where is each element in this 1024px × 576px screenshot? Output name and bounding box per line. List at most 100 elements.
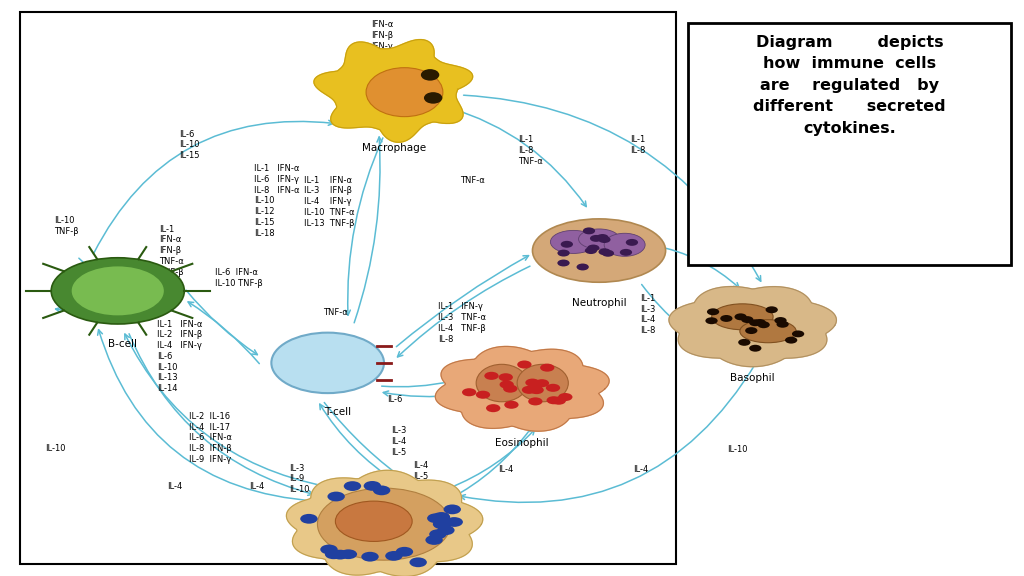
- Circle shape: [766, 306, 778, 313]
- Circle shape: [328, 491, 345, 501]
- Circle shape: [340, 550, 357, 559]
- Circle shape: [385, 551, 402, 561]
- Circle shape: [361, 552, 379, 562]
- Circle shape: [734, 313, 746, 320]
- Circle shape: [561, 241, 573, 248]
- Text: IFN-α
IFN-β
IFN-γ: IFN-α IFN-β IFN-γ: [371, 20, 393, 51]
- Text: IL-4: IL-4: [633, 465, 648, 474]
- Circle shape: [741, 316, 754, 323]
- Circle shape: [499, 373, 513, 381]
- Text: Neutrophil: Neutrophil: [571, 298, 627, 308]
- Text: IL-1
IL-8
TNF-α: IL-1 IL-8 TNF-α: [518, 135, 543, 166]
- Circle shape: [373, 486, 390, 495]
- Circle shape: [598, 248, 610, 255]
- Ellipse shape: [271, 333, 384, 393]
- Circle shape: [620, 249, 632, 256]
- Ellipse shape: [424, 92, 442, 104]
- Circle shape: [750, 345, 762, 352]
- Circle shape: [540, 363, 554, 372]
- Ellipse shape: [367, 68, 442, 117]
- Text: IL-1
IL-3
IL-4
IL-8: IL-1 IL-3 IL-4 IL-8: [640, 294, 655, 335]
- Circle shape: [522, 386, 537, 394]
- Ellipse shape: [476, 365, 527, 402]
- Text: IL-6  IFN-α
IL-10 TNF-β: IL-6 IFN-α IL-10 TNF-β: [215, 268, 263, 287]
- Circle shape: [552, 397, 566, 405]
- Ellipse shape: [604, 233, 645, 256]
- Circle shape: [754, 319, 766, 326]
- Circle shape: [435, 517, 453, 527]
- Ellipse shape: [517, 365, 568, 402]
- Text: IL-3
IL-4
IL-5: IL-3 IL-4 IL-5: [391, 426, 407, 457]
- Circle shape: [445, 517, 463, 527]
- Circle shape: [321, 544, 338, 554]
- Circle shape: [596, 234, 608, 241]
- Ellipse shape: [551, 230, 596, 253]
- Circle shape: [528, 385, 543, 393]
- Circle shape: [517, 361, 531, 369]
- Circle shape: [332, 550, 349, 559]
- Text: IL-1    IFN-α
IL-3    IFN-β
IL-4    IFN-γ
IL-10  TNF-α
IL-13  TNF-β: IL-1 IFN-α IL-3 IFN-β IL-4 IFN-γ IL-10 T…: [304, 176, 354, 228]
- Circle shape: [738, 339, 751, 346]
- Text: IL-6
IL-10
IL-15: IL-6 IL-10 IL-15: [179, 130, 200, 160]
- Circle shape: [437, 525, 455, 535]
- Circle shape: [745, 327, 758, 334]
- Circle shape: [577, 264, 589, 271]
- Ellipse shape: [532, 219, 666, 282]
- Circle shape: [433, 512, 451, 522]
- Text: IL-3
IL-9
IL-10: IL-3 IL-9 IL-10: [289, 464, 309, 494]
- Ellipse shape: [336, 501, 412, 541]
- Circle shape: [758, 321, 770, 328]
- Circle shape: [486, 404, 501, 412]
- Circle shape: [535, 379, 549, 387]
- Circle shape: [774, 317, 786, 324]
- Text: IL-4: IL-4: [498, 465, 513, 474]
- Circle shape: [590, 235, 602, 242]
- Polygon shape: [287, 471, 482, 576]
- Text: IL-4: IL-4: [167, 482, 182, 491]
- Circle shape: [500, 381, 514, 389]
- Circle shape: [720, 315, 732, 322]
- Circle shape: [602, 250, 614, 257]
- Polygon shape: [314, 40, 473, 142]
- Circle shape: [476, 391, 490, 399]
- Circle shape: [750, 319, 762, 326]
- Text: IL-10: IL-10: [45, 444, 66, 453]
- Circle shape: [427, 513, 444, 523]
- FancyBboxPatch shape: [688, 23, 1011, 265]
- Circle shape: [364, 481, 381, 491]
- Circle shape: [598, 236, 610, 243]
- Text: Macrophage: Macrophage: [362, 143, 426, 153]
- Text: T-cell: T-cell: [325, 407, 351, 416]
- FancyBboxPatch shape: [20, 12, 676, 564]
- Text: B-cell: B-cell: [109, 339, 137, 348]
- Text: Eosinophil: Eosinophil: [496, 438, 549, 448]
- Circle shape: [525, 378, 540, 386]
- Circle shape: [529, 386, 544, 394]
- Circle shape: [583, 228, 595, 234]
- Circle shape: [395, 547, 413, 556]
- Circle shape: [585, 247, 597, 254]
- Circle shape: [587, 245, 599, 252]
- Circle shape: [706, 317, 718, 324]
- Circle shape: [462, 388, 476, 396]
- Text: IL-1
IFN-α
IFN-β
TNF-α
TNF-β: IL-1 IFN-α IFN-β TNF-α TNF-β: [159, 225, 183, 276]
- Text: IL-2  IL-16
IL-4  IL-17
IL-6  IFN-α
IL-8  IFN-β
IL-9  IFN-γ: IL-2 IL-16 IL-4 IL-17 IL-6 IFN-α IL-8 IF…: [189, 412, 232, 464]
- Circle shape: [300, 514, 317, 524]
- Circle shape: [558, 393, 572, 401]
- Circle shape: [546, 384, 560, 392]
- Circle shape: [443, 505, 461, 514]
- Circle shape: [547, 396, 561, 404]
- Circle shape: [626, 239, 638, 246]
- Ellipse shape: [739, 320, 797, 343]
- Polygon shape: [669, 286, 837, 367]
- Ellipse shape: [51, 258, 184, 324]
- Ellipse shape: [712, 304, 773, 329]
- Text: IL-1   IFN-γ
IL-3   TNF-α
IL-4   TNF-β
IL-8: IL-1 IFN-γ IL-3 TNF-α IL-4 TNF-β IL-8: [438, 302, 486, 344]
- Text: IL-10
TNF-β: IL-10 TNF-β: [54, 216, 79, 236]
- Circle shape: [557, 249, 569, 256]
- Text: TNF-α: TNF-α: [323, 308, 347, 317]
- Polygon shape: [435, 346, 609, 431]
- Circle shape: [792, 331, 804, 338]
- Circle shape: [707, 308, 719, 315]
- Text: IL-6: IL-6: [387, 395, 402, 404]
